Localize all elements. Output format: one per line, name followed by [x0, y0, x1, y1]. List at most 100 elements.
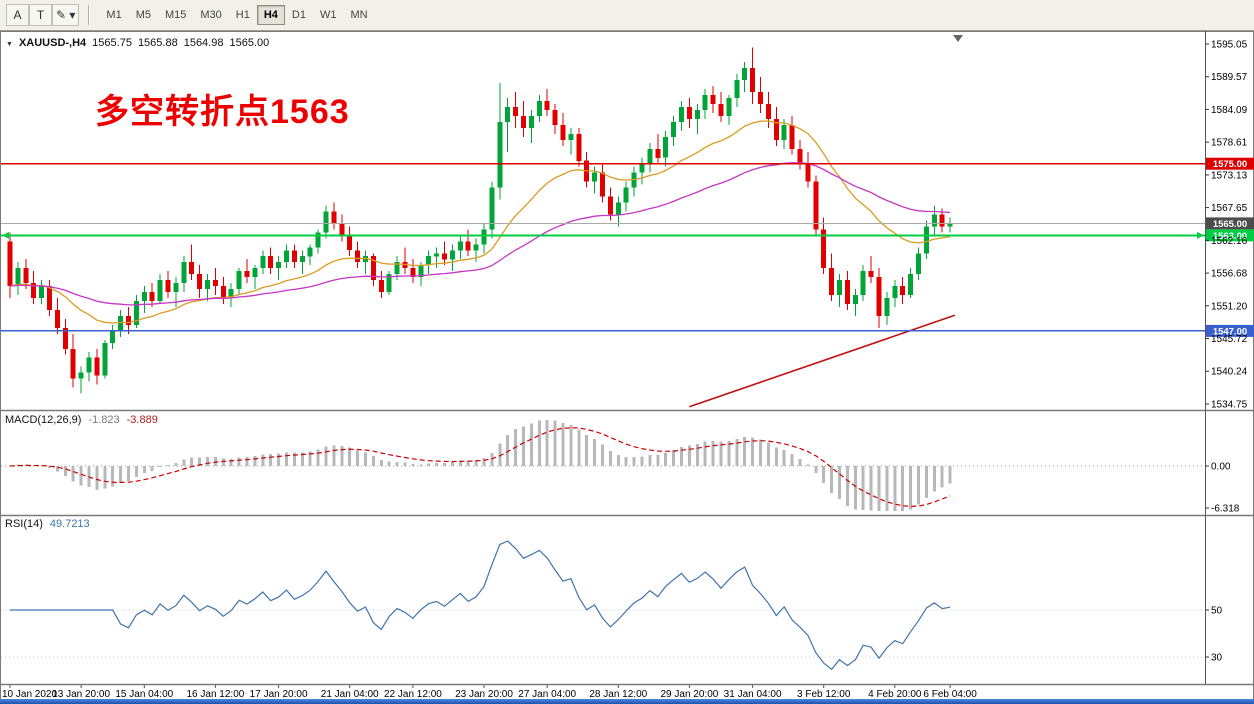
ma-55-line [9, 162, 951, 306]
candle-body [860, 271, 866, 296]
axis-tick-label: 1589.57 [1211, 72, 1248, 83]
candle-body [931, 214, 937, 227]
candle-body [884, 298, 890, 316]
rsi-axis-label: 30 [1211, 653, 1223, 664]
timeframe-group: M1 M5 M15 M30 H1 H4 D1 W1 MN [99, 5, 374, 25]
candle-body [70, 348, 76, 379]
candle-body [892, 286, 898, 298]
timeframe-button-mn[interactable]: MN [343, 5, 374, 25]
symbol-title: XAUUSD-,H4 [18, 37, 87, 49]
price-label-box [1206, 229, 1254, 242]
candle-body [449, 250, 455, 260]
time-label: 31 Jan 04:00 [724, 689, 782, 700]
candle-body [268, 256, 274, 269]
candle-body [789, 124, 795, 149]
candle-body [457, 241, 463, 251]
time-label: 3 Feb 12:00 [797, 689, 851, 700]
macd-name: MACD(12,26,9) [5, 414, 82, 426]
candle-body [54, 310, 60, 328]
candle-body [623, 187, 629, 203]
drawing-tools-button[interactable]: ✎ ▾ [52, 4, 80, 26]
candle-body [434, 253, 440, 257]
candle-body [837, 280, 842, 295]
candle-body [844, 280, 850, 304]
timeframe-button-h4[interactable]: H4 [256, 5, 285, 25]
timeframe-button-w1[interactable]: W1 [313, 5, 344, 25]
timeframe-button-m1[interactable]: M1 [99, 5, 128, 25]
time-label: 27 Jan 04:00 [518, 689, 576, 700]
candle-body [868, 271, 874, 278]
axis-tick-label: 1562.16 [1211, 236, 1248, 247]
rsi-indicator-label: RSI(14) 49.7213 [5, 518, 90, 530]
rsi-value: 49.7213 [49, 518, 90, 530]
candle-body [765, 104, 771, 119]
time-label: 16 Jan 12:00 [186, 689, 244, 700]
candle-body [647, 148, 653, 164]
axis-tick-label: 1556.68 [1211, 269, 1248, 280]
candle-body [726, 98, 732, 116]
symbol-dropdown-icon[interactable]: ▼ [6, 41, 13, 48]
price-label-box [1206, 324, 1254, 337]
price-axis[interactable]: 1595.05 1589.57 1584.09 1578.61 1573.13 1567.… [1205, 40, 1248, 411]
time-label: 10 Jan 2020 [2, 689, 57, 700]
candle-body [426, 256, 432, 266]
price-label-text: 1547.00 [1213, 326, 1247, 337]
candle-body [252, 268, 258, 278]
hline-left-arrow [2, 231, 9, 239]
candle-body [47, 286, 52, 310]
candle-body [876, 277, 882, 316]
candle-body [742, 68, 748, 81]
candle-body [78, 372, 84, 379]
candle-body [923, 226, 929, 254]
chart-text-annotation[interactable]: 多空转折点1563 [95, 93, 350, 131]
timeframe-button-m30[interactable]: M30 [193, 5, 228, 25]
candle-body [489, 187, 495, 230]
axis-tick-label: 1540.24 [1211, 367, 1248, 378]
price-close: 1565.00 [229, 37, 270, 49]
candle-body [355, 250, 361, 263]
arrow-tool-button[interactable]: A [6, 4, 29, 26]
time-label: 21 Jan 04:00 [321, 689, 379, 700]
time-label: 4 Feb 20:00 [868, 689, 922, 700]
candle-body [663, 136, 669, 158]
macd-main-value: -1.823 [88, 414, 120, 426]
candle-body [947, 223, 953, 227]
axis-tick-label: 1545.72 [1211, 334, 1248, 345]
time-label: 23 Jan 20:00 [455, 689, 513, 700]
candle-body [165, 280, 171, 292]
candle-body [805, 163, 811, 182]
price-label-box [1206, 217, 1254, 230]
axis-tick-label: 1567.65 [1211, 203, 1248, 214]
candle-body [497, 121, 503, 188]
price-label-box [1206, 157, 1254, 170]
price-high: 1565.88 [137, 37, 178, 49]
timeframe-button-m15[interactable]: M15 [158, 5, 193, 25]
candle-body [157, 280, 163, 301]
candle-body [505, 107, 511, 122]
candle-body [236, 271, 242, 290]
candle-body [671, 121, 677, 137]
candle-body [23, 268, 29, 284]
timeframe-button-d1[interactable]: D1 [285, 5, 313, 25]
time-label: 17 Jan 20:00 [250, 689, 308, 700]
time-label: 13 Jan 20:00 [52, 689, 110, 700]
candle-body [378, 280, 384, 292]
candle-body [323, 211, 329, 233]
price-label-text: 1575.00 [1213, 159, 1247, 170]
timeframe-button-h1[interactable]: H1 [229, 5, 257, 25]
candle-body [679, 107, 684, 122]
rsi-line [10, 540, 951, 671]
candle-body [260, 256, 266, 269]
candle-body [829, 268, 835, 296]
axis-tick-label: 1578.61 [1211, 138, 1248, 149]
candle-body [773, 118, 779, 140]
candle-body [758, 92, 763, 104]
axis-tick-label: 1595.05 [1211, 40, 1248, 51]
candle-body [220, 286, 226, 298]
chart-shift-marker[interactable] [953, 35, 963, 42]
text-tool-button[interactable]: T [29, 4, 52, 26]
candle-body [410, 268, 416, 278]
timeframe-button-m5[interactable]: M5 [129, 5, 158, 25]
